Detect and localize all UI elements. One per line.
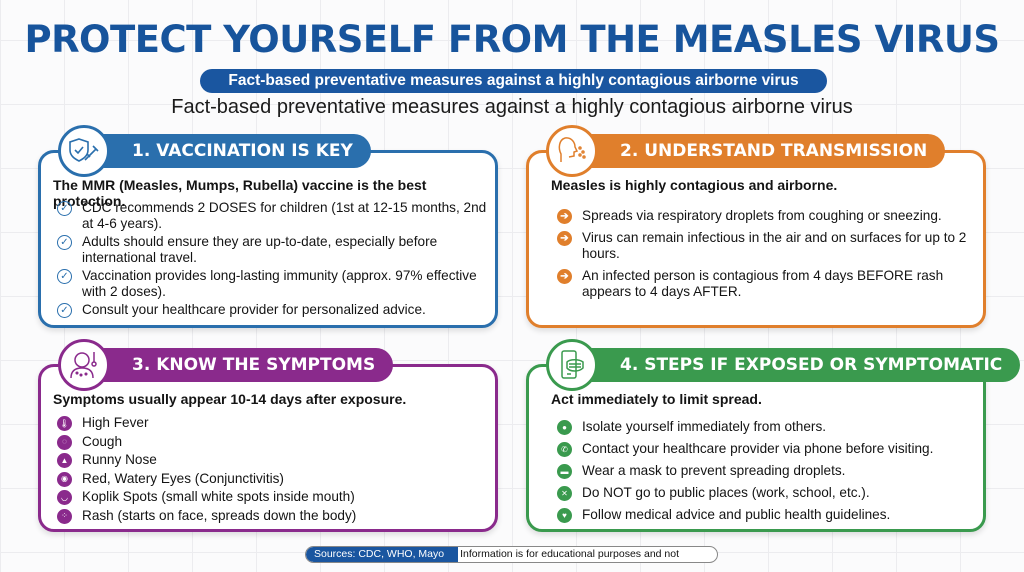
heading-symptoms: 3. KNOW THE SYMPTOMS xyxy=(80,348,394,382)
shield-syringe-icon xyxy=(58,125,110,177)
subtitle-pill: Fact-based preventative measures against… xyxy=(200,69,827,93)
list-item: ✓ Consult your healthcare provider for pe… xyxy=(57,302,487,318)
care-hand-icon: ♥ xyxy=(557,508,572,523)
isolate-person-icon: ● xyxy=(557,420,572,435)
subtitle-text: Fact-based preventative measures against… xyxy=(171,96,853,118)
footer-note: Sources: CDC, WHO, Mayo Clinic. Informat… xyxy=(305,546,718,563)
heading-steps: 4. STEPS IF EXPOSED OR SYMPTOMATIC xyxy=(568,348,1021,382)
heading-vaccination: 1. VACCINATION IS KEY xyxy=(80,134,371,168)
card-lead: Act immediately to limit spread. xyxy=(551,391,762,407)
eye-icon: ◉ xyxy=(57,471,72,487)
rash-icon: ⁘ xyxy=(57,508,72,524)
arrow-circle-icon: ➔ xyxy=(557,209,572,224)
list-item: ♥ Follow medical advice and public health… xyxy=(557,507,977,523)
check-circle-icon: ✓ xyxy=(57,269,72,284)
sick-person-icon xyxy=(58,339,110,391)
check-circle-icon: ✓ xyxy=(57,303,72,318)
list-item: ✆ Contact your healthcare provider via ph… xyxy=(557,441,977,457)
list-item: ⁘ Rash (starts on face, spreads down the … xyxy=(57,508,477,524)
list-item: ◡ Koplik Spots (small white spots inside … xyxy=(57,489,477,505)
list-item: ◉ Red, Watery Eyes (Conjunctivitis) xyxy=(57,471,477,487)
card-lead: The MMR (Measles, Mumps, Rubella) vaccin… xyxy=(53,177,427,209)
list-item: ▬ Wear a mask to prevent spreading drople… xyxy=(557,463,977,479)
sneezing-person-icon xyxy=(546,125,598,177)
card-lead: Measles is highly contagious and airborn… xyxy=(551,177,838,193)
card-steps: Act immediately to limit spread. ● Isolat… xyxy=(526,364,986,532)
nose-icon: ▲ xyxy=(57,453,72,468)
list-item: ✕ Do NOT go to public places (work, schoo… xyxy=(557,485,977,501)
steps-list: ● Isolate yourself immediately from other… xyxy=(557,419,977,523)
check-circle-icon: ✓ xyxy=(57,235,72,250)
list-item: ● Isolate yourself immediately from other… xyxy=(557,419,977,435)
card-lead: Symptoms usually appear 10-14 days after… xyxy=(53,391,407,407)
list-item: ➔ Virus can remain infectious in the air … xyxy=(557,230,977,262)
card-transmission: Measles is highly contagious and airborn… xyxy=(526,150,986,328)
thermometer-icon: 🌡 xyxy=(57,416,72,431)
check-circle-icon: ✓ xyxy=(57,201,72,216)
page-title: PROTECT YOURSELF FROM THE MEASLES VIRUS xyxy=(24,18,1000,61)
list-item: ➔ An infected person is contagious from 4… xyxy=(557,268,977,300)
list-item: ▲ Runny Nose xyxy=(57,452,477,468)
arrow-circle-icon: ➔ xyxy=(557,269,572,284)
list-item: ✓ CDC recommends 2 DOSES for children (1s… xyxy=(57,200,487,232)
vaccination-list: ✓ CDC recommends 2 DOSES for children (1s… xyxy=(57,200,487,318)
transmission-list: ➔ Spreads via respiratory droplets from c… xyxy=(557,208,977,300)
cough-icon: ◌ xyxy=(57,434,72,450)
list-item: ✓ Adults should ensure they are up-to-dat… xyxy=(57,234,487,266)
symptoms-list: 🌡 High Fever ◌ Cough ▲ Runny Nose ◉ Red, Wat… xyxy=(57,415,477,524)
list-item: ◌ Cough xyxy=(57,434,477,450)
footer-disclaimer: Information is for educational purposes … xyxy=(460,548,680,560)
list-item: ✓ Vaccination provides long-lasting immun… xyxy=(57,268,487,300)
footer-sources: Sources: CDC, WHO, Mayo Clinic. xyxy=(306,547,459,562)
list-item: ➔ Spreads via respiratory droplets from c… xyxy=(557,208,977,224)
card-symptoms: Symptoms usually appear 10-14 days after… xyxy=(38,364,498,532)
phone-mask-icon xyxy=(546,339,598,391)
mouth-icon: ◡ xyxy=(57,490,72,505)
list-item: 🌡 High Fever xyxy=(57,415,477,431)
no-entry-icon: ✕ xyxy=(557,486,572,501)
heading-transmission: 2. UNDERSTAND TRANSMISSION xyxy=(568,134,946,168)
card-vaccination: The MMR (Measles, Mumps, Rubella) vaccin… xyxy=(38,150,498,328)
phone-icon: ✆ xyxy=(557,442,572,457)
mask-icon: ▬ xyxy=(557,464,572,479)
arrow-circle-icon: ➔ xyxy=(557,231,572,246)
